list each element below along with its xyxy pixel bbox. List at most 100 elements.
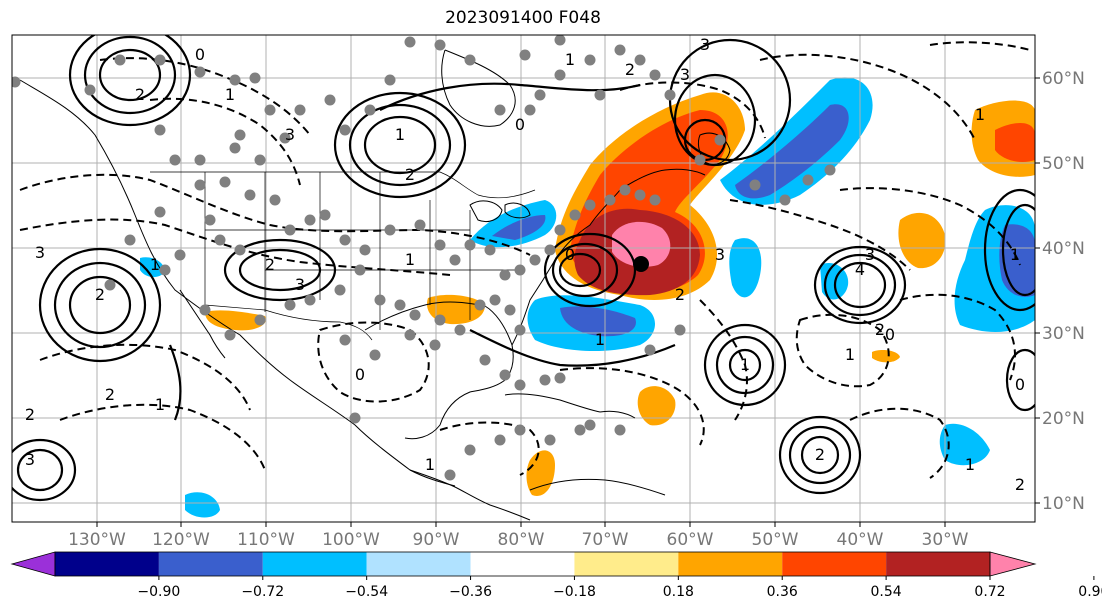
observation-dot — [554, 69, 566, 81]
contour-label: 2 — [95, 285, 105, 304]
observation-dot — [824, 164, 836, 176]
contour-label: 1 — [1010, 245, 1020, 264]
observation-dot — [154, 206, 166, 218]
contour-label: 1 — [565, 50, 575, 69]
observation-dot — [199, 304, 211, 316]
us-canada-border — [150, 171, 536, 199]
observation-dot — [514, 424, 526, 436]
contour-label: 1 — [965, 455, 975, 474]
central-america — [409, 469, 531, 521]
contour-label: 3 — [35, 243, 45, 262]
warm-anomaly-mexico — [205, 310, 266, 331]
observation-dot — [664, 89, 676, 101]
contour-label: 2 — [625, 60, 635, 79]
contour-label: 2 — [875, 320, 885, 339]
observation-dot — [244, 189, 256, 201]
contour-label: 1 — [155, 395, 165, 414]
colorbar-label: 0.36 — [767, 584, 798, 600]
map-frame — [11, 34, 1036, 523]
observation-dot — [499, 269, 511, 281]
observation-dot — [354, 264, 366, 276]
contour-label: 1 — [150, 255, 160, 274]
cuba — [504, 393, 601, 413]
contour-label: 3 — [865, 245, 875, 264]
observation-dot — [449, 254, 461, 266]
cool-anomaly-sw — [185, 492, 220, 518]
observation-dot — [284, 224, 296, 236]
observation-dot — [319, 209, 331, 221]
cool-anomaly-royalblue — [560, 306, 636, 337]
observation-dot — [154, 124, 166, 136]
observation-dot — [614, 44, 626, 56]
colorbar-segment — [55, 552, 159, 576]
observation-dot — [374, 294, 386, 306]
observation-dot — [489, 294, 501, 306]
observation-dot — [229, 74, 241, 86]
contour-label: 2 — [1015, 475, 1025, 494]
observation-dot — [714, 134, 726, 146]
colorbar-segment — [262, 552, 367, 576]
observation-dot — [194, 154, 206, 166]
observation-dot — [404, 329, 416, 341]
observation-dot — [674, 324, 686, 336]
contour-label: 3 — [295, 275, 305, 294]
contour-label: 0 — [885, 325, 895, 344]
observation-dot — [284, 299, 296, 311]
observation-dot — [554, 224, 566, 236]
contour-label: 2 — [105, 385, 115, 404]
storm-center-marker — [633, 256, 649, 272]
great-lakes — [469, 200, 531, 223]
observation-dot — [514, 379, 526, 391]
lat-tick-label: 20°N — [1042, 409, 1085, 429]
negative-contours — [19, 41, 1031, 479]
observation-dot — [294, 104, 306, 116]
observation-dot — [529, 254, 541, 266]
observation-dot — [649, 69, 661, 81]
contour-label: 3 — [25, 450, 35, 469]
lon-tick-label: 90°W — [413, 530, 460, 550]
observation-dot — [444, 469, 456, 481]
observation-dot — [174, 249, 186, 261]
contour-label: 2 — [675, 285, 685, 304]
lon-tick-label: 120°W — [152, 530, 210, 550]
warm-anomaly-atlantic — [898, 212, 946, 269]
colorbar-label: −0.72 — [241, 584, 284, 600]
observation-dot — [464, 54, 476, 66]
observation-dot — [169, 154, 181, 166]
contour-label: 0 — [515, 115, 525, 134]
observation-dot — [334, 284, 346, 296]
colorbar-extend-high — [989, 551, 1037, 577]
latitude-ticks: 60°N 50°N 40°N 30°N 20°N 10°N — [1035, 69, 1085, 514]
observation-dot — [384, 74, 396, 86]
lon-tick-label: 30°W — [922, 530, 969, 550]
colorbar-label: 0.18 — [663, 584, 694, 600]
observation-dot — [114, 54, 126, 66]
contour-label: 2 — [25, 405, 35, 424]
cool-anomaly-coast-inner — [492, 215, 546, 240]
observation-dot — [12, 76, 21, 88]
contour-label: 1 — [425, 455, 435, 474]
lat-tick-label: 10°N — [1042, 494, 1085, 514]
observation-dot — [484, 244, 496, 256]
lon-tick-label: 110°W — [237, 530, 295, 550]
contour-label: 0 — [195, 45, 205, 64]
contour-label: 0 — [1015, 375, 1025, 394]
lon-tick-label: 60°W — [667, 530, 714, 550]
contour-label: 2 — [265, 255, 275, 274]
observation-dot — [364, 104, 376, 116]
observation-dot — [584, 54, 596, 66]
observation-dot — [594, 89, 606, 101]
east-coast — [511, 168, 706, 346]
gulf-coast — [364, 301, 514, 440]
observation-dot — [219, 176, 231, 188]
observation-dot — [194, 66, 206, 78]
observation-dot — [569, 209, 581, 221]
lat-tick-label: 60°N — [1042, 69, 1085, 89]
observation-dot — [324, 94, 336, 106]
observation-dot — [494, 434, 506, 446]
lon-tick-label: 80°W — [498, 530, 545, 550]
warm-anomaly-east-inner — [995, 123, 1035, 162]
contour-label: 1 — [225, 85, 235, 104]
